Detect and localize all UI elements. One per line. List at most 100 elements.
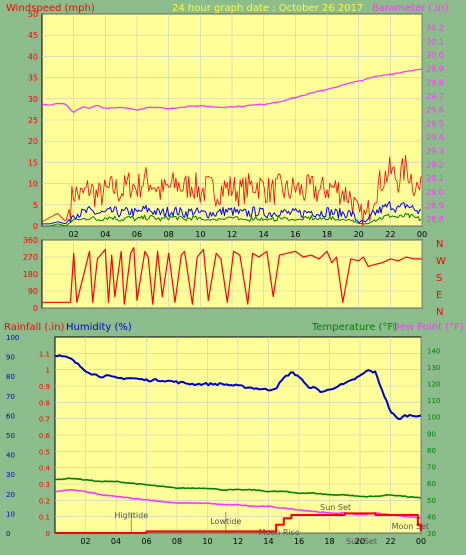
barometer-tick-label: 29.3 (426, 147, 444, 156)
barometer-tick-label: 29.9 (426, 65, 444, 74)
rainfall-axis-label: Rainfall (.in) (4, 322, 65, 333)
wind-plot-axes: 0 5 10 15 20 25 30 35 40 45 50 02 04 06 08 10 12 14 16 18 20… (28, 10, 444, 239)
temperature-tick-label: 70 (427, 464, 436, 472)
humidity-tick-label: 10 (6, 510, 15, 518)
wind-y-tick-label: 45 (28, 31, 38, 40)
event-label: Hightide (114, 511, 148, 520)
barometer-axis-label: Barometer (.in) (372, 3, 448, 14)
rainfall-tick-label: 0.8 (39, 399, 50, 407)
humidity-tick-label: 90 (6, 354, 15, 362)
windspeed-axis-label: Windspeed (mph) (6, 3, 95, 14)
event-label: Sun Set (346, 537, 377, 546)
wind-x-tick-label: 14 (259, 230, 269, 239)
wind-plot-grid (42, 13, 423, 227)
wind-y-tick-label: 20 (28, 137, 38, 146)
direction-plot-marks (42, 247, 422, 305)
humidity-tick-label: 80 (6, 373, 15, 381)
wind-x-tick-label: 04 (100, 230, 110, 239)
rainfall-tick-label: 0 (46, 530, 50, 538)
rainfall-tick-label: 0.7 (39, 416, 50, 424)
rainfall-tick-label: 0.2 (39, 497, 50, 505)
barometer-tick-label: 30.0 (426, 51, 444, 60)
climate-x-tick-label: 04 (111, 537, 121, 546)
climate-events: Hightide Lowtide Moon Rise Sun Set Moon Set S… (114, 503, 429, 546)
compass-label: N (436, 239, 443, 250)
humidity-tick-label: 60 (6, 412, 15, 420)
rainfall-tick-label: 1.1 (39, 350, 50, 358)
event-label: Sun Set (320, 503, 351, 512)
direction-y-tick-label: 180 (23, 270, 38, 279)
wind-series-line (41, 154, 422, 227)
humidity-tick-label: 30 (6, 471, 15, 479)
wind-y-tick-label: 0 (33, 222, 38, 231)
wind-y-tick-label: 40 (28, 52, 38, 61)
temperature-tick-label: 30 (427, 530, 436, 538)
humidity-tick-label: 40 (6, 452, 15, 460)
barometer-tick-label: 30.1 (426, 37, 444, 46)
temperature-tick-label: 110 (427, 397, 440, 405)
temperature-tick-label: 90 (427, 430, 436, 438)
direction-y-tick-label: 270 (23, 253, 38, 262)
climate-x-tick-label: 14 (263, 537, 273, 546)
climate-x-tick-label: 02 (80, 537, 90, 546)
humidity-tick-label: 100 (6, 334, 19, 342)
wind-x-tick-label: 20 (354, 230, 364, 239)
wind-x-tick-label: 06 (132, 230, 142, 239)
compass-label: S (436, 273, 442, 284)
rainfall-tick-label: 0.9 (39, 383, 50, 391)
wind-y-tick-label: 30 (28, 95, 38, 104)
rainfall-tick-label: 0.1 (39, 514, 50, 522)
barometer-tick-label: 29.1 (426, 174, 444, 183)
direction-y-tick-label: 90 (28, 287, 38, 296)
graph-title: 24 hour graph date : October 26 2017 (172, 3, 363, 14)
climate-x-tick-label: 08 (172, 537, 182, 546)
wind-y-tick-label: 50 (28, 10, 38, 19)
temperature-tick-label: 40 (427, 513, 436, 521)
temperature-tick-label: 50 (427, 497, 436, 505)
direction-y-tick-label: 360 (23, 236, 38, 245)
humidity-axis-label: Humidity (%) (66, 322, 132, 333)
temperature-series-line (54, 477, 422, 499)
wind-x-tick-label: 08 (164, 230, 174, 239)
dewpoint-axis-label: Dew Point (°F) (392, 322, 464, 333)
wind-y-tick-label: 35 (28, 74, 38, 83)
rainfall-series-line (55, 512, 422, 534)
direction-plot-axes: 0 90 180 270 360 (23, 236, 38, 313)
wind-series-line (42, 201, 422, 225)
event-label: Moon Rise (259, 528, 300, 537)
barometer-tick-label: 30.2 (426, 24, 444, 33)
humidity-tick-label: 50 (6, 432, 15, 440)
temperature-tick-label: 60 (427, 480, 436, 488)
wind-y-tick-label: 10 (28, 180, 38, 189)
climate-x-tick-label: 00 (416, 537, 426, 546)
wind-x-tick-label: 10 (195, 230, 205, 239)
climate-x-tick-label: 06 (141, 537, 151, 546)
humidity-series-line (54, 354, 422, 421)
humidity-tick-label: 0 (6, 530, 10, 538)
rainfall-tick-label: 1 (46, 367, 50, 375)
wind-x-tick-label: 22 (385, 230, 395, 239)
temperature-tick-label: 100 (427, 414, 440, 422)
barometer-tick-label: 28.9 (426, 201, 444, 210)
climate-x-tick-label: 22 (385, 537, 395, 546)
humidity-tick-label: 70 (6, 393, 15, 401)
temperature-tick-label: 80 (427, 447, 436, 455)
barometer-tick-label: 29.0 (426, 188, 444, 197)
climate-x-tick-label: 18 (324, 537, 334, 546)
climate-plot-grid (55, 337, 422, 534)
wind-direction-line (42, 247, 422, 305)
compass-label: W (436, 256, 446, 267)
barometer-tick-label: 29.5 (426, 119, 444, 128)
temperature-tick-label: 130 (427, 364, 440, 372)
barometer-tick-label: 29.8 (426, 78, 444, 87)
climate-x-tick-label: 12 (233, 537, 243, 546)
wind-x-tick-label: 16 (290, 230, 300, 239)
barometer-tick-label: 29.2 (426, 160, 444, 169)
wind-x-tick-label: 02 (69, 230, 79, 239)
barometer-tick-label: 29.7 (426, 92, 444, 101)
rainfall-tick-label: 0.4 (39, 465, 51, 473)
compass-label: N (436, 307, 443, 318)
barometer-tick-label: 29.4 (426, 133, 444, 142)
wind-y-tick-label: 15 (28, 158, 38, 167)
